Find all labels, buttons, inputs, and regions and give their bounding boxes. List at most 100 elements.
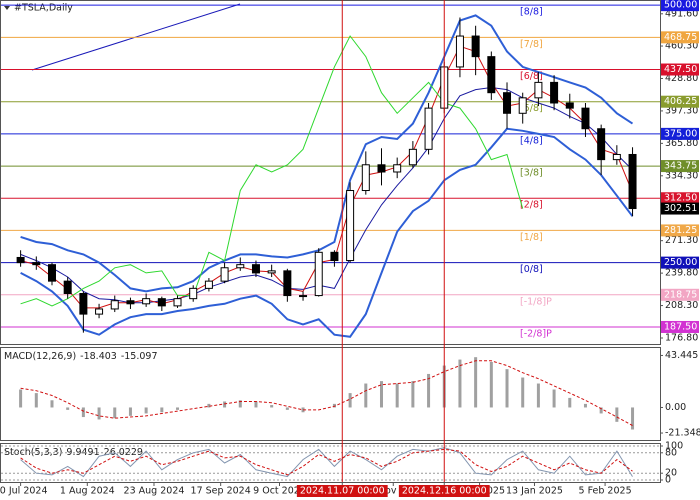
level-box — [661, 31, 699, 44]
candle-body — [550, 81, 559, 104]
macd-bar — [364, 383, 368, 408]
x-tick-label: 22 Nov 2024 — [363, 486, 424, 497]
level-box — [661, 95, 699, 108]
level-box — [661, 0, 699, 12]
stoch-panel — [0, 443, 661, 483]
level-label: 343.75 — [664, 161, 697, 172]
indicator-line — [20, 14, 634, 293]
candle-body — [283, 270, 292, 297]
level-tag: [5/8] — [520, 103, 543, 114]
main-panel — [0, 0, 661, 345]
y-tick-label: 100 — [665, 441, 683, 452]
level-box — [661, 160, 699, 173]
x-tick-label: 23 Aug 2024 — [124, 486, 185, 497]
y-tick-label: 271.30 — [665, 235, 698, 246]
stoch-d — [20, 448, 633, 476]
candle-body — [597, 128, 606, 161]
macd-bar — [615, 407, 619, 422]
level-label: 500.00 — [664, 0, 697, 11]
macd-bar — [474, 357, 478, 408]
level-label: 250.00 — [664, 257, 697, 268]
macd-bar — [97, 407, 101, 420]
candle-body — [220, 267, 229, 282]
y-tick-label: 397.30 — [665, 105, 698, 116]
indicator-line — [20, 127, 634, 338]
price-label: 302.51 — [664, 203, 697, 214]
x-tick-label: 2024.12.16 00:00 — [402, 486, 487, 497]
candle-body — [314, 251, 323, 297]
macd-bar — [599, 407, 603, 414]
candle-body — [16, 256, 25, 264]
candle-body — [408, 148, 417, 166]
macd-bar — [505, 369, 509, 408]
candle-body — [346, 190, 355, 262]
macd-signal — [20, 360, 633, 426]
candle-body — [503, 92, 512, 114]
macd-bar — [160, 407, 164, 413]
macd-bar — [50, 400, 54, 408]
y-tick-label: 0.00 — [665, 402, 686, 413]
macd-bar — [379, 381, 383, 408]
candle-body — [79, 293, 88, 315]
candle-body — [236, 264, 245, 269]
y-tick-label: 80 — [665, 447, 677, 458]
x-tick-label: 2024.11.07 00:00 — [300, 486, 385, 497]
indicator-line — [20, 86, 633, 304]
candle-body — [251, 264, 260, 274]
indicator-label: Stoch(5,3,3) 9.9491 26.0229 — [4, 447, 143, 458]
y-tick-label: 239.80 — [665, 268, 698, 279]
candle-body — [424, 107, 433, 150]
macd-bar — [223, 401, 227, 408]
y-tick-label: 0 — [665, 475, 671, 486]
macd-panel — [0, 347, 661, 441]
x-tick-label: 17 Sep 2024 — [191, 486, 251, 497]
macd-bar — [285, 407, 289, 410]
candle-body — [330, 251, 339, 262]
x-tick-label: 10 Jul 2024 — [0, 486, 48, 497]
level-label: 218.75 — [664, 289, 697, 300]
indicator-value: -18.403 — [80, 351, 117, 362]
macd-bar — [128, 407, 132, 416]
candle-body — [299, 295, 308, 298]
highlight-box — [296, 485, 388, 497]
level-tag: [-1/8]P — [520, 296, 552, 307]
level-label: 375.00 — [664, 128, 697, 139]
macd-bar — [521, 377, 525, 408]
macd-bar — [395, 383, 399, 408]
macd-bar — [348, 393, 352, 408]
candle-body — [455, 35, 464, 68]
macd-bar — [552, 389, 556, 408]
candle-body — [204, 280, 213, 289]
level-label: 281.25 — [664, 225, 697, 236]
level-box — [661, 256, 699, 269]
x-tick-label: 5 Feb 2025 — [579, 486, 632, 497]
candle-body — [518, 97, 527, 114]
y-tick-label: 365.80 — [665, 138, 698, 149]
macd-bar — [34, 393, 38, 408]
macd-bar — [631, 407, 635, 430]
y-tick-label: -21.348 — [665, 428, 700, 439]
candle-body — [361, 164, 370, 192]
y-tick-label: 491.60 — [665, 8, 698, 19]
candle-body — [377, 164, 386, 173]
y-tick-label: 334.30 — [665, 170, 698, 181]
indicator-label: MACD(12,26,9) -18.403 -15.097 — [4, 351, 158, 362]
y-tick-label: 208.30 — [665, 300, 698, 311]
x-tick-label: 13 Jan 2025 — [506, 486, 563, 497]
level-label: 468.75 — [664, 32, 697, 43]
candle-body — [142, 298, 151, 305]
macd-bar — [144, 407, 148, 414]
indicator-line — [20, 45, 633, 309]
candle-body — [267, 270, 276, 274]
y-tick-label: 460.30 — [665, 41, 698, 52]
indicator-value: -15.097 — [121, 351, 158, 362]
macd-bar — [66, 407, 70, 410]
chart-title: #TSLA,Daily — [14, 3, 73, 14]
level-tag: [6/8] — [520, 71, 543, 82]
indicator-line — [20, 35, 524, 307]
candle-body — [565, 102, 574, 109]
candle-body — [189, 287, 198, 300]
candle-body — [95, 308, 104, 315]
level-box — [661, 224, 699, 237]
